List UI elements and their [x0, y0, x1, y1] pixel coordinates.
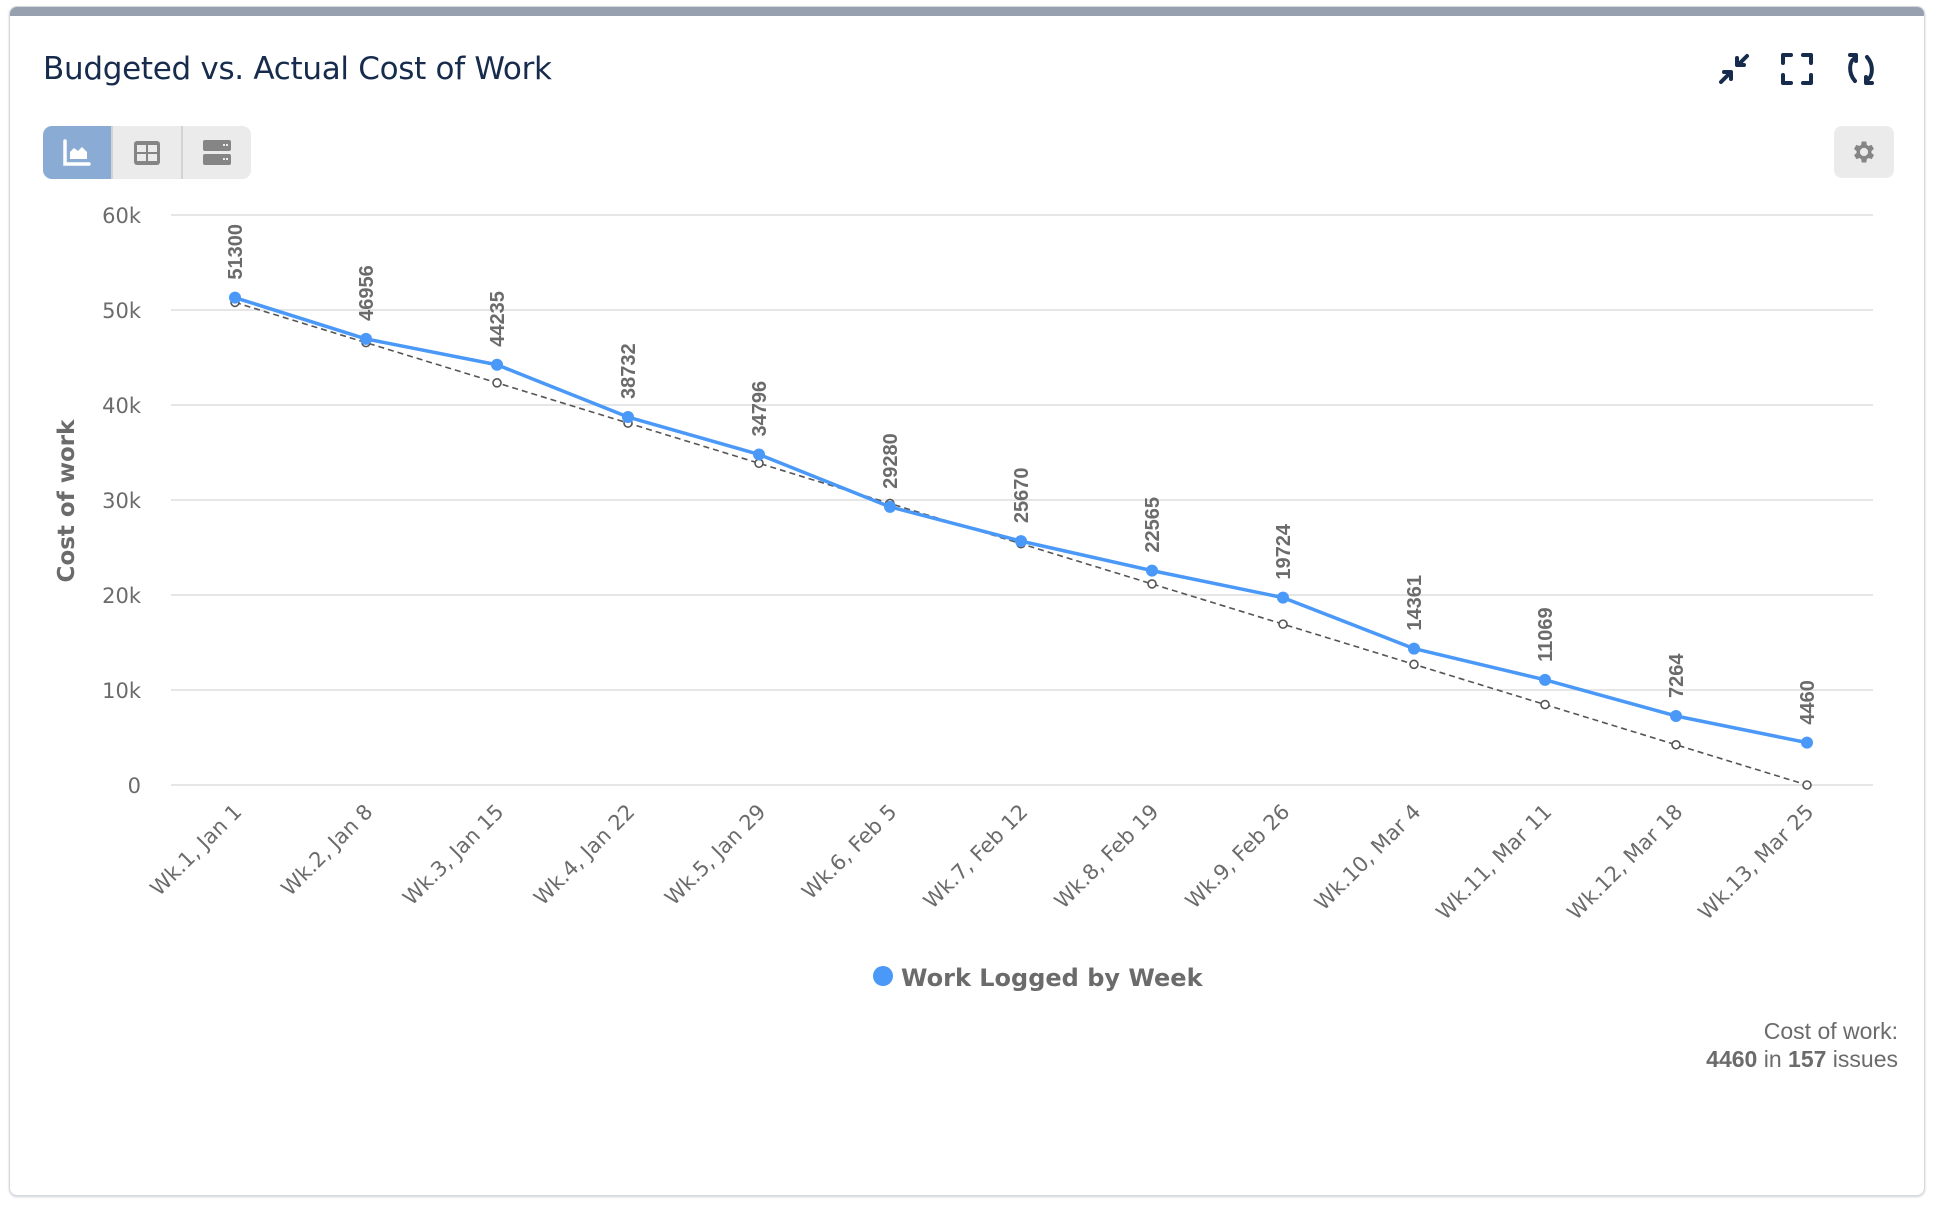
x-tick-label: Wk.2, Jan 8	[277, 800, 378, 901]
budget-point[interactable]	[1409, 659, 1419, 670]
data-labels: 51300 46956 44235 38732 34796 29280 25670 22565…	[225, 224, 1819, 725]
budget-point[interactable]	[492, 378, 502, 388]
data-label: 4460	[1797, 680, 1819, 725]
budget-point[interactable]	[1671, 739, 1681, 750]
actual-series	[229, 291, 1813, 749]
data-label: 22565	[1142, 497, 1164, 553]
y-axis-title: Cost of work	[54, 419, 80, 583]
budget-point[interactable]	[754, 458, 764, 469]
x-axis-ticks: Wk.1, Jan 1 Wk.2, Jan 8 Wk.3, Jan 15 Wk.4, …	[146, 800, 1819, 925]
table-view-button[interactable]	[111, 126, 181, 179]
x-tick-label: Wk.12, Mar 18	[1563, 800, 1688, 925]
data-label: 19724	[1273, 523, 1295, 579]
budget-point[interactable]	[1147, 579, 1157, 589]
y-grid	[171, 214, 1873, 786]
legend[interactable]: Work Logged by Week	[873, 964, 1204, 992]
summary-unit: issues	[1832, 1046, 1898, 1072]
x-tick-label: Wk.8, Feb 19	[1050, 800, 1164, 914]
x-tick-label: Wk.1, Jan 1	[146, 800, 247, 901]
area-chart-icon	[63, 138, 91, 166]
x-tick-label: Wk.11, Mar 11	[1432, 800, 1557, 925]
y-tick-label: 10k	[102, 679, 142, 703]
card-top-bar	[10, 7, 1924, 16]
data-label: 38732	[618, 343, 640, 399]
data-label: 14361	[1404, 575, 1426, 631]
y-tick-label: 0	[128, 774, 141, 798]
data-label: 7264	[1666, 653, 1688, 698]
compress-icon[interactable]	[1714, 49, 1754, 89]
actual-point[interactable]	[360, 332, 372, 345]
list-view-button[interactable]	[181, 126, 251, 179]
gear-icon	[1853, 141, 1875, 163]
actual-point[interactable]	[1015, 535, 1027, 548]
actual-point[interactable]	[1801, 736, 1813, 749]
x-tick-label: Wk.9, Feb 26	[1181, 800, 1295, 914]
summary-label: Cost of work:	[1763, 1018, 1898, 1044]
fullscreen-icon[interactable]	[1777, 49, 1817, 89]
data-label: 44235	[487, 291, 509, 347]
y-tick-label: 60k	[102, 204, 142, 228]
actual-point[interactable]	[753, 448, 765, 461]
line-chart: 0 10k 20k 30k 40k 50k 60k Cost of work Wk.1, J…	[54, 204, 1873, 992]
settings-button[interactable]	[1834, 126, 1894, 178]
actual-point[interactable]	[1277, 591, 1289, 604]
data-label: 29280	[880, 433, 902, 489]
data-label: 51300	[225, 224, 247, 280]
budget-point[interactable]	[1278, 619, 1288, 629]
server-list-icon	[203, 139, 231, 165]
y-tick-label: 20k	[102, 584, 142, 608]
data-label: 34796	[749, 381, 771, 437]
view-switcher	[43, 126, 251, 179]
actual-point[interactable]	[491, 358, 503, 371]
y-tick-label: 40k	[102, 394, 142, 418]
x-tick-label: Wk.4, Jan 22	[529, 800, 639, 910]
data-label: 46956	[356, 265, 378, 321]
summary-connector: in	[1763, 1046, 1782, 1072]
chart-card: Budgeted vs. Actual Cost of Work	[9, 6, 1925, 1196]
actual-point[interactable]	[1539, 673, 1551, 686]
actual-point[interactable]	[884, 500, 896, 513]
actual-point[interactable]	[1146, 564, 1158, 577]
x-tick-label: Wk.7, Feb 12	[919, 800, 1033, 914]
chart-title: Budgeted vs. Actual Cost of Work	[43, 51, 552, 87]
legend-label[interactable]: Work Logged by Week	[901, 964, 1204, 992]
actual-point[interactable]	[229, 291, 241, 304]
data-label: 11069	[1535, 607, 1557, 662]
data-label: 25670	[1011, 468, 1033, 524]
y-axis-ticks: 0 10k 20k 30k 40k 50k 60k	[102, 204, 142, 798]
budget-point[interactable]	[1540, 699, 1550, 710]
x-tick-label: Wk.5, Jan 29	[660, 800, 770, 910]
x-tick-label: Wk.10, Mar 4	[1310, 800, 1426, 916]
summary: Cost of work: 4460 in 157 issues	[1706, 1017, 1898, 1073]
chart-view-button[interactable]	[43, 126, 111, 179]
table-icon	[134, 140, 160, 165]
y-tick-label: 30k	[102, 489, 142, 513]
y-tick-label: 50k	[102, 299, 142, 323]
actual-point[interactable]	[1408, 642, 1420, 655]
actual-point[interactable]	[622, 411, 634, 424]
summary-value: 4460	[1706, 1046, 1758, 1072]
summary-count: 157	[1788, 1046, 1827, 1072]
x-tick-label: Wk.6, Feb 5	[797, 800, 901, 904]
budget-point[interactable]	[1802, 780, 1812, 790]
legend-marker	[873, 966, 893, 986]
x-tick-label: Wk.13, Mar 25	[1694, 800, 1819, 925]
refresh-icon[interactable]	[1841, 49, 1881, 89]
x-tick-label: Wk.3, Jan 15	[398, 800, 508, 910]
actual-point[interactable]	[1670, 709, 1682, 722]
